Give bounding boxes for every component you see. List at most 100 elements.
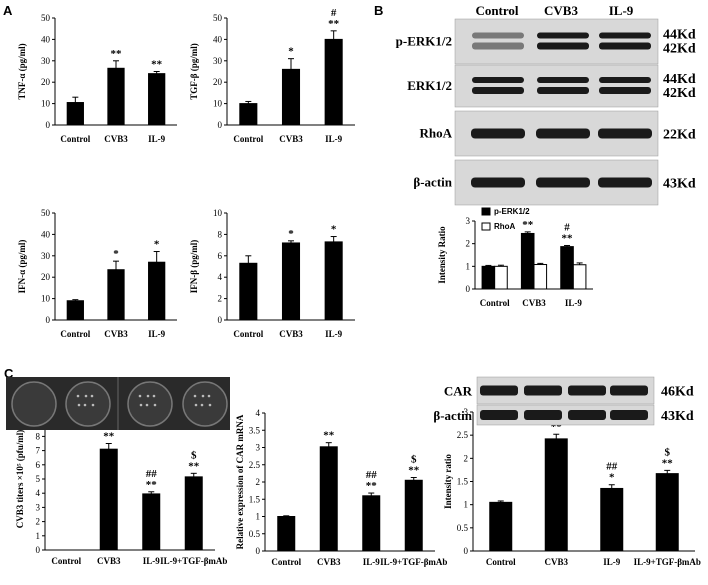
bar-intratio-1-0 (544, 438, 568, 552)
y-tick-label: 1 (256, 512, 261, 522)
bar-tgf-2-0 (324, 38, 343, 126)
significance-mark: ## (606, 461, 618, 473)
plaque-dot (139, 403, 143, 407)
bar-intratio-3-0 (655, 473, 679, 552)
x-tick-label: CVB3 (104, 329, 128, 339)
y-axis-title: IFN-α (pg/ml) (17, 240, 27, 294)
y-tick-label: 7 (36, 446, 41, 456)
y-tick-label: 3 (464, 407, 469, 417)
plaque-dot (83, 403, 87, 407)
x-tick-label: CVB3 (279, 134, 303, 144)
y-tick-label: 30 (213, 56, 223, 66)
y-tick-label: 0 (256, 546, 261, 556)
bar-intratio-0-0 (489, 501, 513, 552)
y-axis-title: Intensity ratio (443, 454, 453, 509)
x-tick-label: IL-9 (325, 134, 343, 144)
panel-label-a: A (3, 3, 13, 18)
x-tick-label: IL-9 (148, 134, 166, 144)
kd-label: 42Kd (663, 86, 696, 101)
y-tick-label: 8 (36, 431, 41, 441)
bar-intratio-2-0 (600, 487, 624, 552)
bar-ifnb-0-0 (239, 262, 258, 321)
plaque-dot (152, 394, 156, 398)
significance-mark: ## (366, 469, 378, 481)
x-tick-label: CVB3 (317, 557, 341, 567)
chart-tnf: 0 10 20 30 40 50 TNF-α (pg/ml) Control ** CVB3 ** I… (17, 13, 177, 144)
blot-band (610, 410, 648, 420)
bar-intensity-1-0 (520, 232, 535, 290)
bar-ifnb-2-0 (324, 241, 343, 321)
y-tick-label: 2 (466, 239, 471, 249)
chart-tgf: 0 10 20 30 40 50 TGF-β (pg/ml) Control * CVB3 **# I… (189, 7, 355, 144)
plaque-dot (153, 403, 157, 407)
significance-mark: * (288, 228, 294, 240)
blot-band (599, 77, 651, 83)
significance-mark: ** (366, 480, 378, 492)
x-tick-label: IL-9 (325, 329, 343, 339)
bar-titers-1-0 (99, 448, 118, 551)
y-tick-label: 20 (213, 77, 223, 87)
significance-mark: * (609, 472, 615, 484)
y-tick-label: 4 (36, 488, 41, 498)
y-tick-label: 2.5 (457, 430, 469, 440)
blot-band (568, 410, 606, 420)
y-tick-label: 1 (464, 500, 469, 510)
blot-lane-label: Control (475, 3, 518, 18)
blot-band (472, 87, 524, 94)
y-tick-label: 50 (41, 208, 51, 218)
y-tick-label: 0 (464, 546, 469, 556)
y-tick-label: 8 (218, 229, 223, 239)
x-tick-label: IL-9 (143, 556, 161, 566)
blot-band (472, 77, 524, 83)
blot-band (536, 177, 590, 188)
y-tick-label: 20 (41, 272, 51, 282)
x-tick-label: IL-9+TGF-βmAb (160, 556, 227, 566)
significance-mark: ** (323, 430, 335, 442)
y-tick-label: 1 (36, 531, 41, 541)
y-tick-label: 0 (218, 120, 223, 130)
x-tick-label: Control (271, 557, 301, 567)
significance-mark: * (154, 239, 160, 251)
chart-titers: 012345678910CVB3 titers ×10⁵ (pfu/ml)Con… (15, 403, 227, 566)
blot-band (537, 77, 589, 83)
plaque-dot (146, 394, 150, 398)
y-tick-label: 6 (218, 251, 223, 261)
y-tick-label: 4 (256, 408, 261, 418)
y-axis-title: Relative expression of CAR mRNA (235, 414, 245, 549)
chart-carmrna: 0 0.5 1 1.5 2 2.5 3 3.5 4 Relative expression of … (235, 408, 447, 567)
legend-swatch-1 (481, 222, 491, 231)
chart-ifnb: 0 2 4 6 8 10 IFN-β (pg/ml) Control * CVB3 * IL-9 (189, 208, 355, 339)
x-tick-label: Control (233, 134, 263, 144)
plaque-dot (208, 403, 212, 407)
blot-band (524, 385, 562, 396)
blot-band (568, 385, 606, 396)
blot-band (610, 385, 648, 396)
plaque-dot (138, 394, 142, 398)
x-tick-label: Control (60, 329, 90, 339)
y-axis-title: Intensity Ratio (437, 226, 447, 284)
bar-tgf-0-0 (239, 103, 258, 126)
y-tick-label: 1 (466, 261, 471, 271)
x-tick-label: Control (233, 329, 263, 339)
significance-mark: ** (662, 457, 674, 469)
y-tick-label: 40 (41, 34, 51, 44)
y-tick-label: 10 (213, 208, 223, 218)
y-tick-label: 2.5 (249, 460, 261, 470)
blot-band (537, 87, 589, 94)
blot-strip (454, 64, 659, 108)
x-tick-label: IL-9 (363, 557, 381, 567)
legend-label-1: RhoA (494, 222, 516, 231)
blot-lane-label: CVB3 (544, 3, 578, 18)
significance-mark: ** (146, 479, 158, 491)
bar-ifng-1-0 (107, 269, 125, 321)
significance-mark: ## (146, 468, 158, 480)
y-tick-label: 30 (41, 56, 51, 66)
significance-mark: $ (411, 454, 417, 466)
plaque-dot (77, 403, 81, 407)
blot-row-label: β-actin (433, 408, 472, 423)
y-tick-label: 4 (218, 272, 223, 282)
bar-tnf-1-0 (107, 67, 125, 126)
y-tick-label: 1.5 (457, 477, 469, 487)
x-tick-label: IL-9 (565, 298, 583, 308)
